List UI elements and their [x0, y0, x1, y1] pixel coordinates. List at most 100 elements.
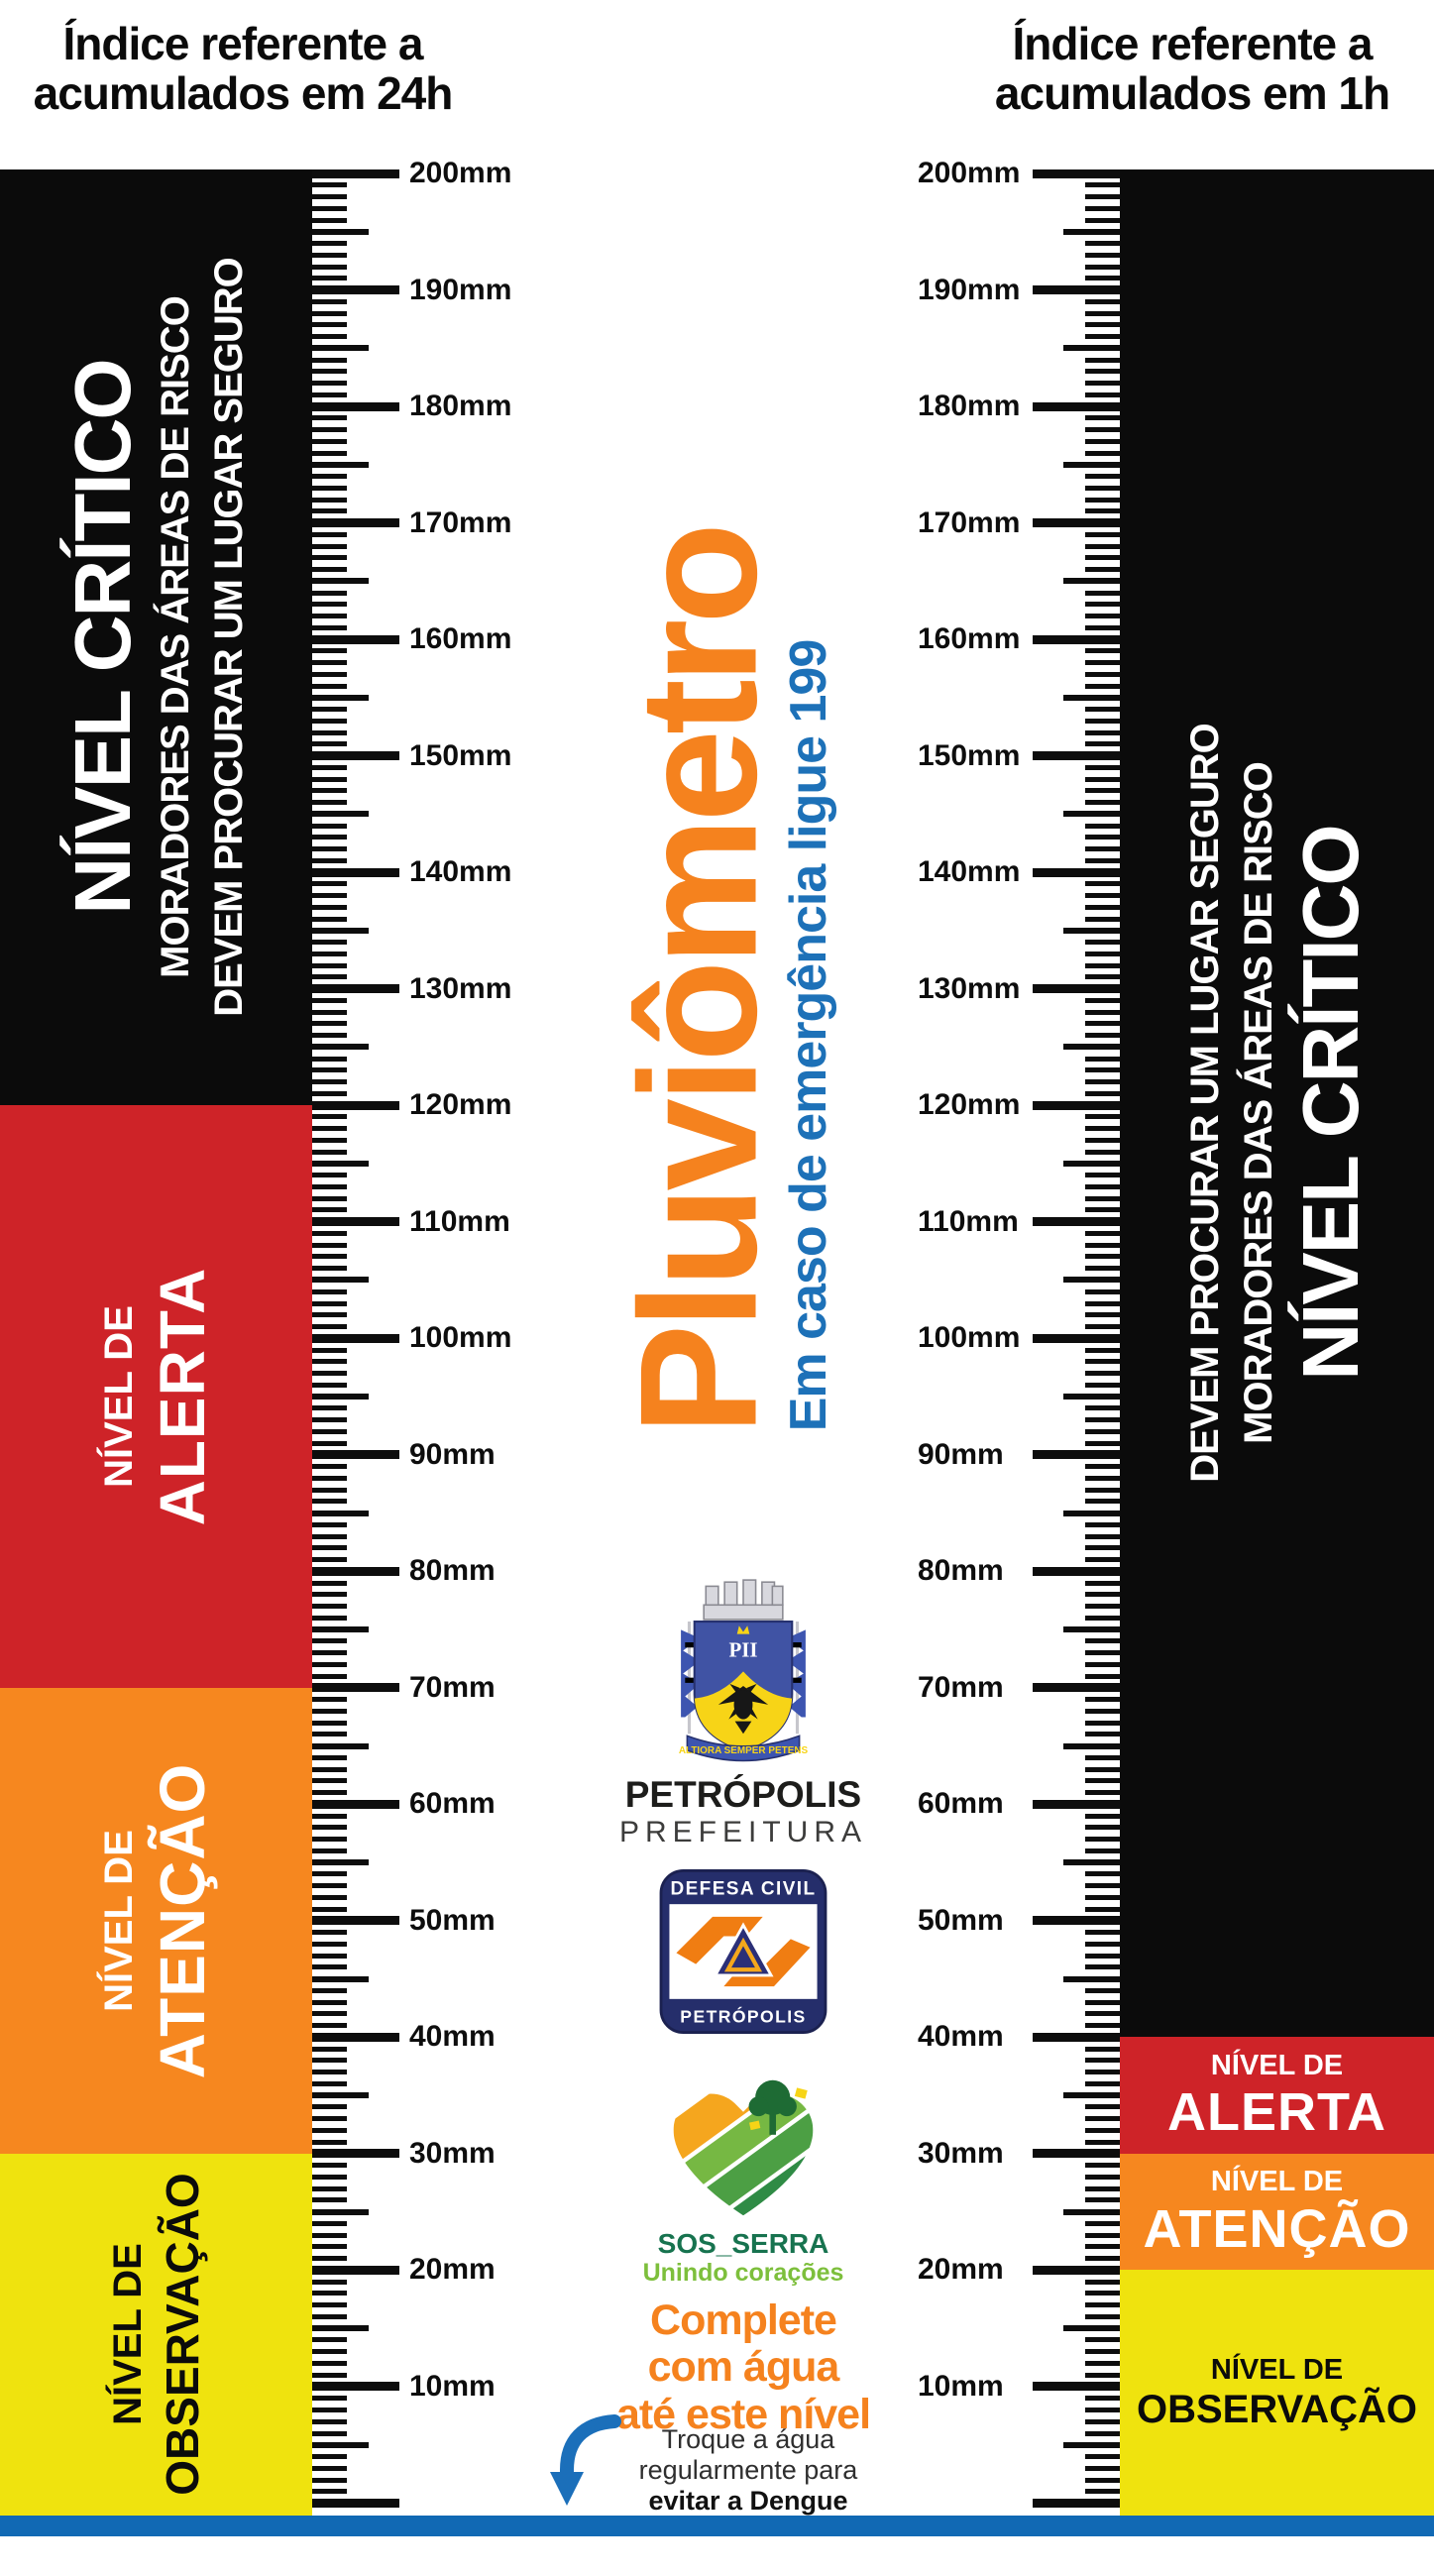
- ruler-tick-right: [1085, 322, 1120, 328]
- ruler-tick-right: [1085, 823, 1120, 829]
- ruler-label-left-190: 190mm: [409, 273, 512, 306]
- ruler-tick-left: [312, 1288, 347, 1294]
- sos-serra-heart-icon: [673, 2079, 814, 2216]
- zone-label-line: DEVEM PROCURAR UM LUGAR SEGURO: [1182, 724, 1227, 1483]
- ruler-tick-left: [312, 1242, 347, 1248]
- ruler-tick-left: [312, 2256, 347, 2262]
- ruler-tick-right: [1033, 2265, 1120, 2275]
- ruler-tick-right: [1085, 2477, 1120, 2483]
- ruler-tick-right: [1085, 1871, 1120, 1877]
- ruler-tick-left: [312, 2011, 347, 2017]
- defesa-civil-top-label: DEFESA CIVIL: [671, 1878, 817, 1899]
- ruler-tick-right: [1085, 2313, 1120, 2319]
- ruler-tick-right: [1033, 285, 1120, 295]
- ruler-tick-right: [1085, 497, 1120, 503]
- ruler-tick-left: [312, 543, 347, 549]
- ruler-tick-left: [312, 369, 347, 375]
- ruler-tick-right: [1085, 2232, 1120, 2238]
- ruler-tick-right: [1085, 2489, 1120, 2495]
- ruler-tick-left: [312, 461, 369, 468]
- ruler-tick-right: [1085, 1137, 1120, 1143]
- ruler-tick-left: [312, 357, 347, 363]
- ruler-tick-left: [312, 624, 347, 630]
- ruler-label-right-200: 200mm: [918, 157, 1021, 189]
- ruler-tick-right: [1085, 485, 1120, 491]
- ruler-tick-right: [1085, 252, 1120, 258]
- ruler-tick-right: [1063, 927, 1120, 934]
- ruler-tick-left: [312, 729, 347, 735]
- ruler-tick-right: [1085, 1288, 1120, 1294]
- ruler-tick-left: [312, 578, 369, 585]
- ruler-tick-right: [1085, 1079, 1120, 1085]
- ruler-label-right-10: 10mm: [918, 2369, 1004, 2403]
- ruler-tick-right: [1085, 1254, 1120, 1260]
- ruler-tick-right: [1085, 2185, 1120, 2191]
- ruler-label-left-160: 160mm: [409, 622, 512, 656]
- ruler-tick-left: [312, 205, 347, 211]
- ruler-tick-left: [312, 168, 399, 178]
- ruler-tick-right: [1085, 1405, 1120, 1411]
- sos-serra-name: SOS_SERRA: [634, 2227, 852, 2261]
- ruler-tick-right: [1085, 1813, 1120, 1819]
- ruler-tick-left: [312, 751, 399, 761]
- ruler-tick-left: [312, 1894, 347, 1900]
- header-24h: Índice referente a acumulados em 24h: [0, 19, 486, 118]
- ruler-tick-right: [1085, 2360, 1120, 2366]
- ruler-tick-right: [1085, 2163, 1120, 2169]
- ruler-tick-left: [312, 788, 347, 794]
- ruler-tick-left: [312, 857, 347, 863]
- ruler-tick-left: [312, 2080, 347, 2086]
- zone-left-alerta: [0, 1105, 312, 1688]
- ruler-tick-left: [312, 1207, 347, 1213]
- ruler-tick-right: [1085, 997, 1120, 1003]
- ruler-tick-right: [1085, 2139, 1120, 2145]
- ruler-tick-left: [312, 1766, 347, 1772]
- sos-serra-logo: SOS_SERRA Unindo corações: [634, 2073, 852, 2286]
- ruler-tick-right: [1085, 1545, 1120, 1551]
- zone-label-line: OBSERVAÇÃO: [1136, 2388, 1417, 2432]
- ruler-tick-right: [1085, 940, 1120, 946]
- defesa-civil-logo: DEFESA CIVIL PETRÓPOLIS: [656, 1869, 830, 2039]
- ruler-tick-right: [1085, 1195, 1120, 1201]
- ruler-tick-right: [1085, 2244, 1120, 2250]
- ruler-tick-right: [1085, 205, 1120, 211]
- fill-instruction: Complete com água até este nível: [550, 2296, 937, 2438]
- ruler-tick-left: [312, 1708, 347, 1714]
- ruler-tick-right: [1085, 707, 1120, 713]
- ruler-tick-right: [1063, 1160, 1120, 1167]
- ruler-tick-left: [312, 1916, 399, 1926]
- ruler-tick-left: [312, 2430, 347, 2436]
- ruler-tick-right: [1085, 788, 1120, 794]
- ruler-tick-right: [1085, 1149, 1120, 1155]
- ruler-tick-left: [312, 1254, 347, 1260]
- ruler-tick-left: [312, 228, 369, 235]
- ruler-tick-right: [1085, 2127, 1120, 2133]
- ruler-tick-left: [312, 962, 347, 968]
- ruler-tick-left: [312, 1021, 347, 1027]
- zone-label-left-observacao: NÍVEL DE OBSERVAÇÃO: [106, 2154, 208, 2516]
- ruler-label-left-30: 30mm: [409, 2136, 496, 2170]
- ruler-tick-right: [1085, 334, 1120, 340]
- zone-label-line: NÍVEL CRÍTICO: [1285, 826, 1375, 1381]
- ruler-tick-left: [312, 2454, 347, 2459]
- zone-right-alerta: [1120, 2037, 1434, 2154]
- ruler-label-right-180: 180mm: [918, 390, 1021, 423]
- ruler-label-left-40: 40mm: [409, 2020, 496, 2054]
- ruler-tick-right: [1085, 835, 1120, 840]
- ruler-tick-left: [312, 694, 369, 701]
- ruler-tick-left: [312, 1464, 347, 1470]
- ruler-tick-right: [1033, 1100, 1120, 1110]
- ruler-tick-left: [312, 1790, 347, 1796]
- ruler-tick-left: [312, 1521, 347, 1527]
- ruler-tick-right: [1085, 764, 1120, 770]
- crest-motto: ALTIORA SEMPER PETENS: [679, 1745, 809, 1756]
- ruler-tick-right: [1085, 718, 1120, 724]
- ruler-tick-left: [312, 590, 347, 596]
- ruler-tick-left: [312, 1754, 347, 1760]
- zone-label-left-critico: NÍVEL CRÍTICO MORADORES DAS ÁREAS DE RISC…: [58, 169, 251, 1105]
- zone-label-line: MORADORES DAS ÁREAS DE RISCO: [153, 296, 197, 978]
- ruler-tick-right: [1085, 1499, 1120, 1505]
- ruler-tick-left: [312, 718, 347, 724]
- ruler-tick-right: [1033, 401, 1120, 411]
- ruler-tick-right: [1085, 1592, 1120, 1598]
